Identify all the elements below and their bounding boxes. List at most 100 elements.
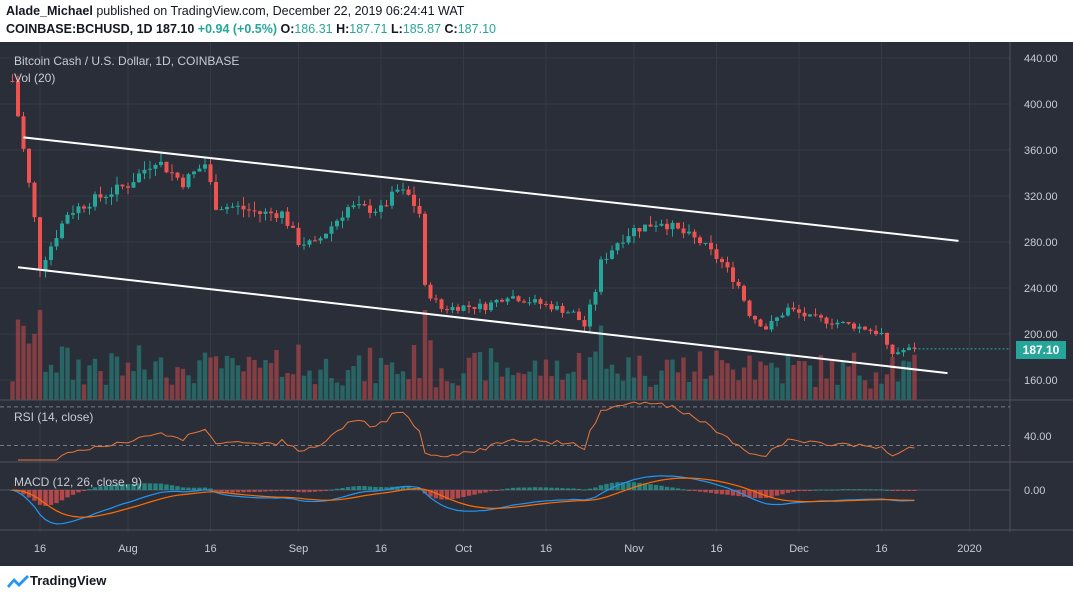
candle-body (269, 211, 273, 214)
author-name[interactable]: Alade_Michael (6, 4, 93, 18)
candle-body (10, 81, 15, 82)
volume-bar (301, 375, 307, 400)
candle-body (571, 311, 576, 313)
macd-hist-bar (604, 483, 609, 490)
macd-hist-bar (791, 490, 796, 492)
low-value: 185.87 (402, 22, 442, 36)
macd-hist-bar (114, 484, 120, 490)
candle-body (296, 227, 301, 246)
volume-bar (736, 380, 741, 400)
volume-bar (378, 357, 384, 400)
macd-hist-bar (87, 489, 92, 491)
volume-bar (312, 384, 318, 400)
candle-body (280, 211, 284, 218)
candle-body (852, 323, 856, 329)
macd-hist-bar (76, 490, 81, 493)
volume-bar (367, 347, 373, 400)
candle-body (527, 302, 532, 304)
volume-bar (76, 359, 81, 400)
candle-body (643, 224, 647, 232)
high-value: 187.71 (349, 22, 388, 36)
candle-body (258, 211, 262, 214)
volume-bar (81, 384, 87, 400)
candle-body (263, 211, 268, 214)
candle-body (841, 321, 845, 323)
symbol-name[interactable]: COINBASE:BCHUSD, (6, 22, 134, 36)
volume-bar (554, 360, 560, 400)
macd-hist-bar (345, 486, 351, 490)
macd-hist-bar (158, 483, 164, 490)
volume-bar (246, 356, 252, 400)
macd-hist-bar (527, 487, 532, 490)
candle-body (379, 205, 383, 212)
candle-body (890, 344, 895, 355)
chart-area[interactable]: 160.00 200.00 240.00 280.00 320.00 360.00 400.… (0, 42, 1073, 566)
macd-hist-bar (48, 490, 54, 506)
volume-bar (868, 388, 873, 400)
candle-body (373, 211, 378, 213)
candle-body (346, 207, 350, 218)
macd-hist-bar (846, 489, 851, 491)
time-axis-tick: 16 (540, 543, 552, 555)
candle-body (725, 262, 730, 268)
macd-hist-bar (43, 490, 48, 506)
candle-body (307, 240, 312, 245)
candle-body (219, 209, 224, 211)
candle-body (736, 281, 741, 286)
macd-hist-bar (230, 490, 235, 493)
candle-body (599, 259, 603, 292)
candle-body (907, 347, 911, 351)
volume-bar (290, 374, 296, 400)
last-price-tag: 187.10 (1016, 341, 1066, 359)
macd-hist-bar (708, 490, 714, 493)
candle-body (610, 250, 614, 259)
volume-bar (472, 352, 477, 400)
macd-hist-bar (186, 487, 191, 490)
candle-body (406, 189, 411, 195)
macd-hist-bar (554, 487, 560, 490)
macd-hist-bar (824, 489, 829, 491)
macd-hist-bar (609, 482, 615, 490)
volume-bar (670, 359, 675, 400)
macd-hist-bar (483, 490, 488, 493)
macd-hist-bar (543, 487, 549, 490)
volume-bar (571, 371, 576, 400)
price-axis-tick: 440.00 (1024, 53, 1058, 65)
chart-canvas[interactable]: 160.00200.00240.00280.00320.00360.00400.… (0, 42, 1073, 566)
candle-body (109, 194, 114, 197)
volume-bar (235, 365, 241, 400)
macd-hist-bar (98, 486, 103, 490)
volume-bar (444, 381, 450, 400)
volume-bar (653, 384, 659, 400)
candle-body (830, 323, 834, 325)
macd-hist-bar (153, 483, 158, 490)
candle-body (192, 171, 196, 175)
candle-body (494, 299, 499, 303)
macd-hist-bar (296, 490, 301, 492)
volume-bar (450, 383, 455, 400)
macd-hist-bar (664, 486, 670, 490)
volume-bar (54, 372, 59, 400)
candle-body (21, 116, 26, 149)
candle-body (709, 242, 713, 250)
candle-body (522, 301, 526, 303)
macd-hist-bar (747, 490, 752, 498)
open-value: 186.31 (294, 22, 333, 36)
time-axis-tick: Sep (289, 543, 309, 555)
macd-hist-bar (224, 490, 230, 493)
candle-body (274, 213, 279, 218)
candle-body (203, 164, 207, 169)
candle-body (302, 244, 306, 246)
volume-bar (906, 361, 912, 400)
volume-bar (455, 385, 461, 400)
candle-body (357, 204, 361, 206)
macd-hist-bar (285, 490, 290, 491)
candle-body (362, 204, 367, 206)
macd-hist-bar (406, 486, 411, 490)
macd-hist-bar (147, 483, 153, 490)
volume-bar (681, 357, 686, 400)
candle-body (868, 329, 873, 331)
volume-bar (483, 380, 488, 400)
volume-bar (65, 347, 70, 400)
volume-bar (527, 371, 532, 400)
